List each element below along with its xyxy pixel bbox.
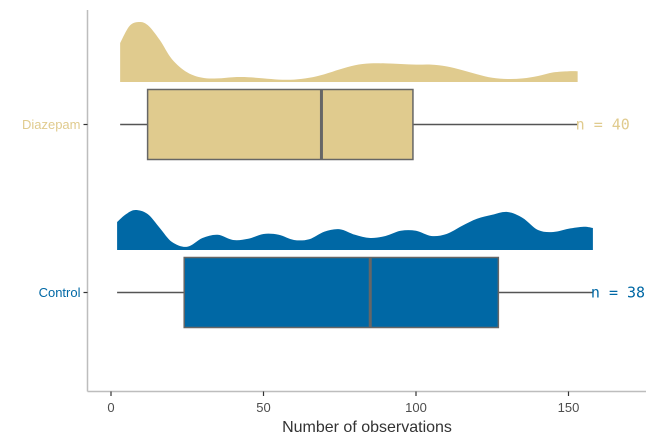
n-label-control: n = 38 [591,284,645,302]
y-tick-label-control: Control [39,285,81,300]
x-tick-label-0: 0 [107,400,114,415]
plot-area: n = 40 n = 38 [117,21,645,329]
box-diazepam [146,88,414,161]
x-tick-label-100: 100 [405,400,427,415]
density-diazepam [120,21,578,83]
x-axis-ticks: 0 50 100 150 [107,391,580,415]
y-axis-ticks: Diazepam Control [22,117,88,300]
y-tick-label-diazepam: Diazepam [22,117,81,132]
x-tick-label-150: 150 [558,400,580,415]
x-tick-label-50: 50 [256,400,270,415]
density-control [117,210,593,250]
x-axis-title: Number of observations [282,419,452,436]
n-label-diazepam: n = 40 [576,116,630,134]
box-control [183,256,500,329]
